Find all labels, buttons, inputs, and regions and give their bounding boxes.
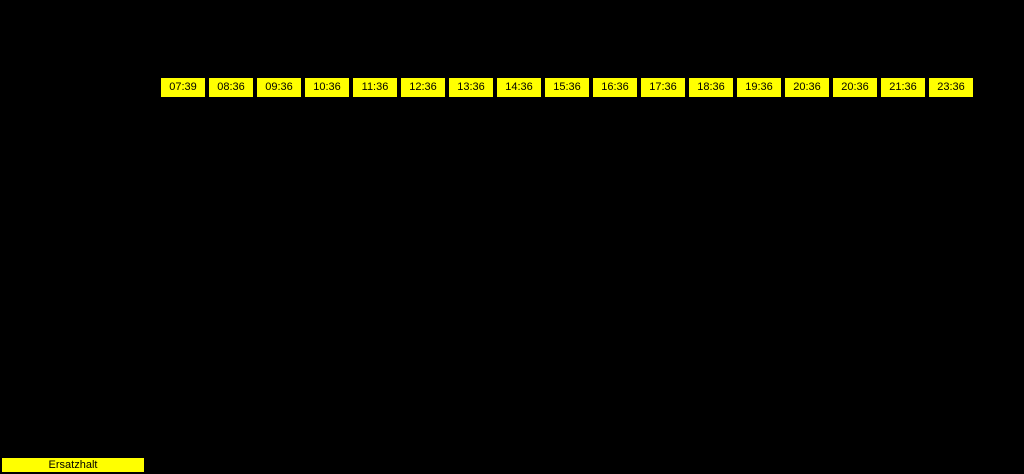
time-cell: 21:36	[881, 78, 925, 97]
time-cell: 19:36	[737, 78, 781, 97]
time-cell: 20:36	[833, 78, 877, 97]
departure-times-row: 07:39 08:36 09:36 10:36 11:36 12:36 13:36 14:36…	[161, 78, 973, 97]
time-cell: 13:36	[449, 78, 493, 97]
time-cell: 20:36	[785, 78, 829, 97]
time-cell: 14:36	[497, 78, 541, 97]
time-cell: 17:36	[641, 78, 685, 97]
time-cell: 12:36	[401, 78, 445, 97]
legend-ersatzhalt-box: Ersatzhalt	[2, 458, 144, 472]
time-cell: 11:36	[353, 78, 397, 97]
time-cell: 15:36	[545, 78, 589, 97]
time-cell: 23:36	[929, 78, 973, 97]
time-cell: 10:36	[305, 78, 349, 97]
time-cell: 16:36	[593, 78, 637, 97]
legend-ersatzhalt-label: Ersatzhalt	[48, 458, 98, 471]
time-cell: 08:36	[209, 78, 253, 97]
time-cell: 09:36	[257, 78, 301, 97]
time-cell: 07:39	[161, 78, 205, 97]
time-cell: 18:36	[689, 78, 733, 97]
